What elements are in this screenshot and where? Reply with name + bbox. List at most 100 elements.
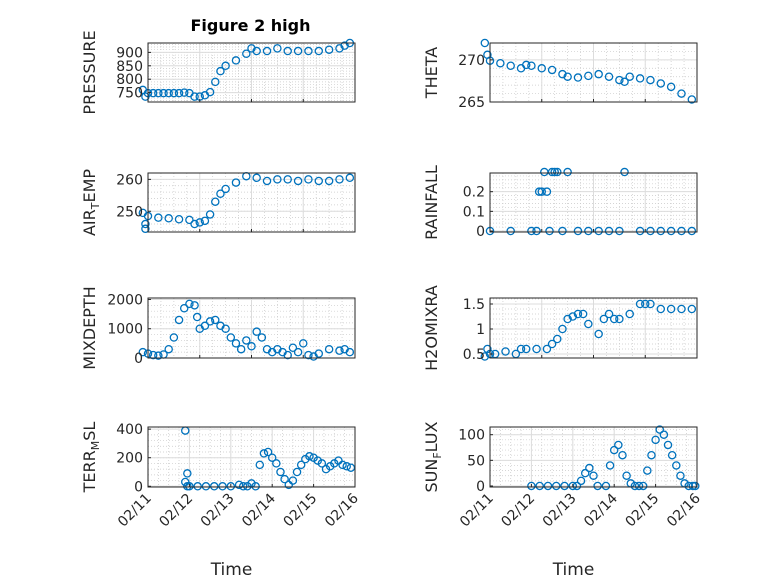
data-point	[335, 175, 344, 184]
data-point	[293, 347, 303, 357]
data-point	[542, 344, 552, 354]
data-point	[568, 312, 578, 321]
data-point	[599, 314, 609, 324]
data-point	[221, 324, 230, 333]
data-point	[527, 61, 536, 71]
data-point	[646, 299, 655, 309]
data-point	[622, 471, 631, 480]
data-point	[558, 226, 567, 236]
data-point	[304, 175, 313, 184]
data-point	[687, 304, 697, 314]
data-point	[231, 339, 241, 348]
data-point	[651, 435, 660, 445]
data-point	[141, 224, 150, 234]
data-point	[584, 319, 593, 329]
data-point	[537, 187, 547, 196]
data-point	[568, 481, 578, 491]
data-point	[283, 175, 292, 184]
data-point	[615, 226, 624, 236]
data-point	[620, 167, 629, 177]
data-point	[304, 46, 313, 56]
data-point	[615, 314, 624, 324]
x-tick-label: 02/14	[239, 490, 279, 530]
y-tick-label: 260	[116, 172, 143, 188]
data-point	[195, 218, 204, 227]
data-point	[593, 481, 602, 491]
x-tick-label: 02/16	[664, 490, 704, 530]
data-point	[273, 175, 282, 184]
y-tick-label: 100	[458, 428, 485, 444]
data-point	[643, 466, 652, 475]
data-point	[663, 440, 673, 450]
data-point	[201, 482, 211, 491]
data-point	[527, 226, 536, 236]
data-point	[247, 342, 256, 351]
data-point	[609, 445, 619, 455]
data-point	[535, 481, 544, 491]
y-tick-label: 200	[116, 451, 143, 467]
data-point	[553, 167, 562, 177]
data-point	[655, 425, 664, 434]
data-point	[506, 226, 515, 236]
x-tick-label: 02/15	[281, 491, 321, 531]
data-point	[584, 71, 593, 81]
data-point	[148, 88, 158, 98]
y-tick-label: 2000	[107, 292, 143, 308]
data-point	[236, 344, 246, 354]
data-point	[185, 482, 194, 491]
x-tick-label: 02/12	[498, 491, 538, 531]
y-tick-label: 800	[116, 72, 143, 88]
subplot-theta: 265 270 THETA	[422, 38, 698, 111]
data-point	[521, 344, 531, 354]
data-point	[553, 334, 562, 344]
data-point	[614, 440, 623, 450]
y-axis-label: TERRMSL	[80, 422, 102, 494]
data-point	[218, 482, 227, 491]
data-point	[205, 210, 215, 219]
y-axis-label: RAINFALL	[422, 165, 441, 240]
data-point	[259, 449, 269, 458]
data-point	[542, 187, 552, 196]
data-point	[252, 327, 261, 336]
data-point	[496, 58, 505, 68]
data-point	[293, 176, 303, 186]
data-point	[646, 226, 655, 236]
data-point	[615, 75, 624, 85]
y-tick-label: 750	[116, 86, 143, 102]
y-tick-label: 270	[458, 53, 485, 69]
data-point	[691, 481, 700, 491]
data-point	[618, 450, 627, 460]
x-axis-label: Time	[210, 560, 253, 580]
data-point	[604, 226, 614, 236]
data-point	[267, 453, 277, 462]
data-point	[563, 72, 572, 81]
data-point	[483, 344, 492, 354]
data-point	[252, 173, 261, 183]
data-point	[573, 226, 583, 236]
data-point	[537, 64, 547, 73]
x-tick-label: 02/14	[581, 490, 621, 530]
data-point	[185, 299, 194, 309]
data-point	[221, 61, 230, 71]
x-tick-label: 02/13	[198, 491, 238, 531]
data-point	[211, 77, 220, 87]
data-point	[578, 309, 588, 319]
data-point	[164, 344, 173, 354]
data-point	[551, 481, 561, 491]
data-point	[480, 38, 490, 48]
data-point	[211, 315, 220, 325]
data-point	[200, 321, 210, 331]
data-point	[263, 447, 273, 457]
data-point	[252, 46, 261, 56]
data-point	[573, 73, 583, 82]
data-point	[547, 167, 557, 177]
data-point	[179, 303, 189, 313]
data-point	[338, 460, 347, 470]
data-point	[205, 87, 215, 97]
data-point	[585, 463, 594, 473]
data-point	[169, 88, 179, 98]
data-point	[584, 226, 593, 236]
data-point	[257, 333, 267, 342]
data-point	[280, 474, 289, 484]
data-point	[154, 88, 163, 98]
